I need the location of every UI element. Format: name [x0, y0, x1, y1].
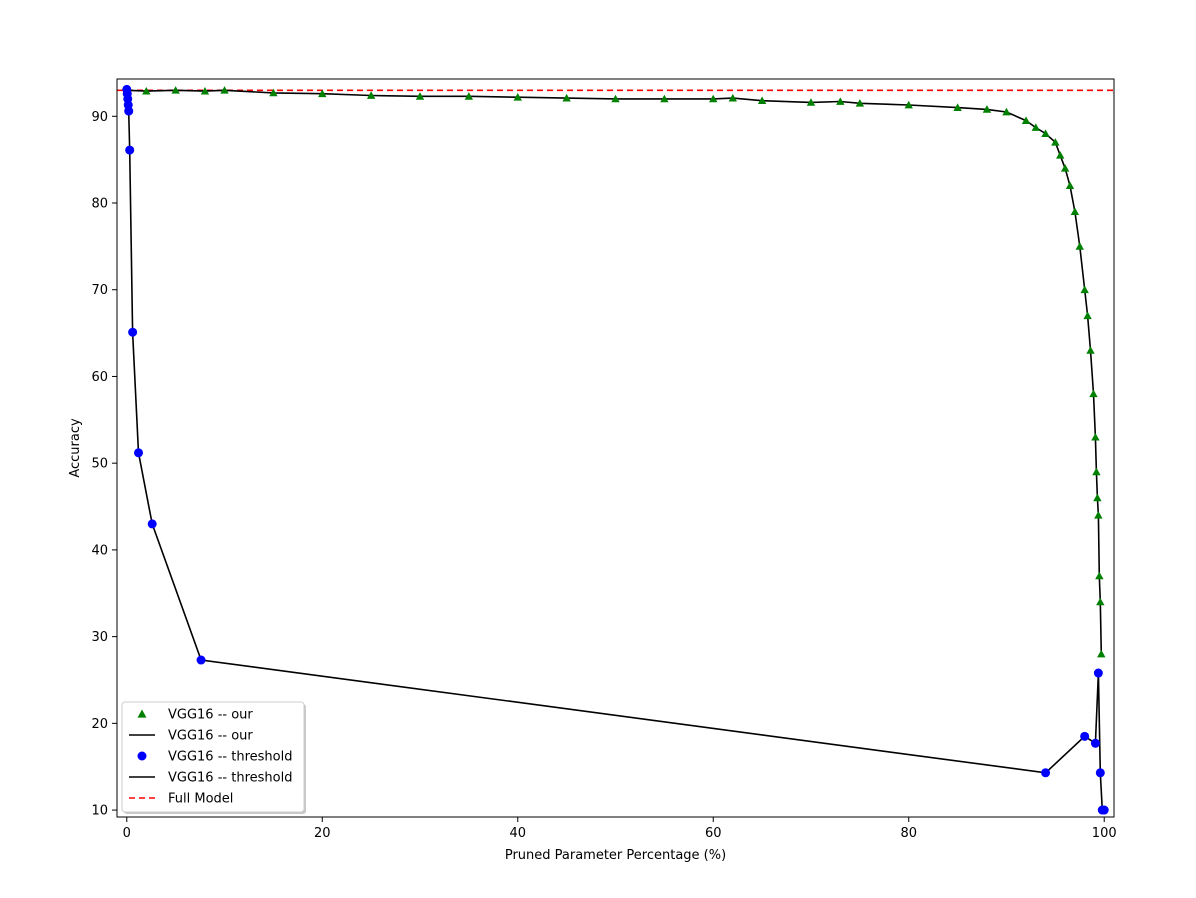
legend-key-circle [137, 751, 147, 761]
data-point-our [318, 89, 327, 98]
data-point-threshold [1041, 768, 1051, 778]
data-point-our [982, 105, 992, 113]
data-point-our [513, 93, 522, 101]
legend-label: Full Model [168, 792, 233, 807]
data-point-threshold [124, 106, 134, 116]
x-axis-label: Pruned Parameter Percentage (%) [505, 848, 726, 863]
legend-label: VGG16 -- our [168, 729, 253, 744]
data-point-our [1075, 242, 1084, 250]
series-line-our [126, 89, 1103, 655]
data-point-our [709, 94, 718, 103]
data-point-threshold [147, 519, 157, 529]
data-point-our [1089, 389, 1098, 398]
data-point-our [728, 93, 737, 102]
data-point-our [1031, 123, 1041, 131]
legend-label: VGG16 -- threshold [168, 771, 292, 786]
data-point-our [953, 103, 962, 111]
x-tick-label: 60 [705, 826, 722, 841]
data-point-our [220, 86, 229, 94]
data-point-our [1070, 207, 1080, 216]
y-tick-label: 70 [91, 283, 108, 298]
y-axis-label: Accuracy [68, 418, 83, 478]
data-point-our [855, 99, 865, 107]
data-point-our [806, 98, 816, 106]
data-point-our [366, 91, 376, 99]
x-tick-label: 40 [509, 826, 526, 841]
y-tick-label: 90 [91, 110, 108, 125]
data-point-our [1094, 511, 1103, 519]
axes: Pruned Parameter Percentage (%) Accuracy… [68, 78, 1117, 863]
data-point-our [1086, 346, 1095, 354]
data-point-threshold [1095, 768, 1105, 778]
data-point-our [1083, 311, 1092, 320]
data-point-threshold [1093, 668, 1103, 678]
data-point-threshold [1080, 731, 1090, 741]
data-point-our [1080, 285, 1089, 294]
data-point-our [142, 86, 151, 95]
legend-label: VGG16 -- our [168, 708, 253, 723]
legend-box [121, 701, 305, 813]
data-point-our [660, 94, 669, 103]
legend: VGG16 -- our VGG16 -- our VGG16 -- thresho… [121, 701, 306, 814]
data-point-threshold [134, 448, 144, 458]
y-tick-label: 30 [91, 630, 108, 645]
y-tick-label: 10 [91, 804, 108, 819]
data-point-our [1092, 467, 1101, 476]
x-tick-label: 0 [123, 826, 131, 841]
data-point-our [611, 94, 620, 103]
data-point-our [171, 86, 180, 94]
legend-key-triangle [137, 709, 147, 718]
x-tick-label: 100 [1092, 826, 1117, 841]
y-tick-label: 20 [91, 717, 108, 732]
data-point-our [904, 100, 913, 109]
y-tick-label: 50 [91, 457, 108, 472]
data-point-our [1097, 649, 1106, 658]
data-point-our [562, 93, 571, 102]
data-point-our [1096, 597, 1105, 606]
plot-area [117, 84, 1114, 815]
x-tick-label: 80 [900, 826, 917, 841]
data-point-our [836, 97, 845, 105]
data-point-threshold [128, 327, 138, 337]
axes-frame [116, 78, 1115, 818]
data-point-our [1095, 571, 1104, 580]
y-tick-label: 40 [91, 543, 108, 558]
data-point-our [1041, 129, 1050, 137]
data-point-our [1021, 116, 1031, 124]
data-point-threshold [1090, 738, 1100, 748]
data-point-threshold [125, 145, 135, 155]
data-point-threshold [196, 655, 206, 665]
data-point-threshold [1099, 805, 1109, 815]
data-point-our [200, 86, 210, 95]
data-point-our [415, 92, 425, 100]
data-point-our [1065, 181, 1075, 190]
data-point-our [1056, 151, 1065, 159]
legend-label: VGG16 -- threshold [168, 750, 292, 765]
y-tick-label: 60 [91, 370, 108, 385]
data-point-our [1051, 138, 1060, 146]
plot-content [117, 84, 1114, 815]
data-point-our [1002, 107, 1011, 116]
data-point-our [1091, 432, 1100, 441]
y-tick-label: 80 [91, 197, 108, 212]
data-point-our [1093, 493, 1102, 502]
data-point-our [757, 96, 767, 105]
data-point-our [269, 88, 278, 97]
data-point-our [464, 92, 474, 100]
data-point-our [1060, 164, 1070, 172]
x-tick-label: 20 [314, 826, 331, 841]
